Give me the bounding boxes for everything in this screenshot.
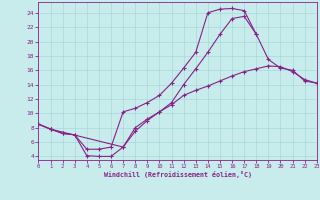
X-axis label: Windchill (Refroidissement éolien,°C): Windchill (Refroidissement éolien,°C) (104, 171, 252, 178)
